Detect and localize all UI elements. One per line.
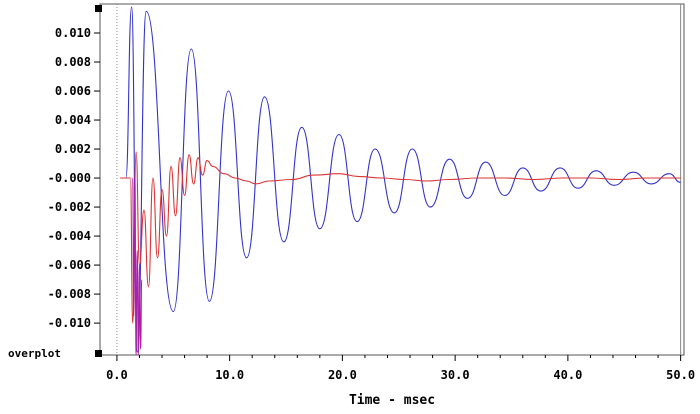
y-axis: 0.010 0.008 0.006 0.004 0.002 -0.000 -0.002 -0.… — [48, 26, 100, 330]
x-axis-title: Time - msec — [349, 393, 435, 408]
series-line-1 — [120, 6, 681, 353]
frame-marker-bottom — [95, 350, 102, 357]
y-tick-label: -0.000 — [48, 171, 91, 185]
x-tick-label: 20.0 — [328, 368, 357, 382]
x-tick-label: 50.0 — [666, 368, 695, 382]
x-tick-label: 40.0 — [553, 368, 582, 382]
y-tick-label: 0.010 — [55, 26, 91, 40]
series-line-2 — [120, 151, 681, 324]
frame-marker-top — [95, 5, 102, 12]
overplot-label: overplot — [8, 347, 61, 360]
y-tick-label: 0.004 — [55, 113, 91, 127]
y-tick-label: -0.006 — [48, 258, 91, 272]
y-tick-label: -0.010 — [48, 316, 91, 330]
x-tick-label: 10.0 — [215, 368, 244, 382]
y-tick-label: 0.002 — [55, 142, 91, 156]
series-line-3 — [132, 177, 143, 355]
y-tick-label: -0.008 — [48, 287, 91, 301]
x-axis: 0.0 10.0 20.0 30.0 40.0 50.0 — [106, 4, 695, 382]
plot-frame — [99, 3, 685, 356]
x-tick-label: 0.0 — [106, 368, 128, 382]
y-tick-label: 0.008 — [55, 55, 91, 69]
x-tick-label: 30.0 — [441, 368, 470, 382]
y-tick-label: -0.002 — [48, 200, 91, 214]
y-tick-label: 0.006 — [55, 84, 91, 98]
series-layer — [120, 6, 681, 355]
y-tick-label: -0.004 — [48, 229, 91, 243]
